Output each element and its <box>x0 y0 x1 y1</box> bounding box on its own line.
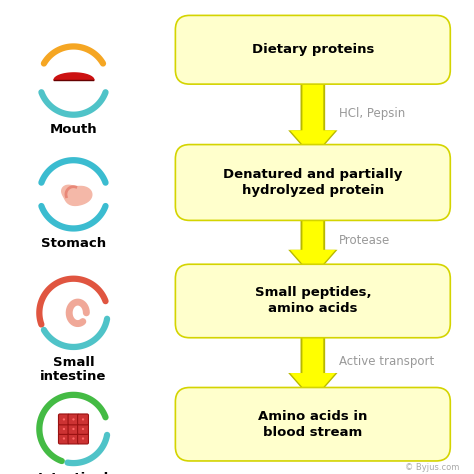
Text: Protease: Protease <box>339 234 390 247</box>
Polygon shape <box>290 71 336 156</box>
Polygon shape <box>290 206 336 276</box>
Polygon shape <box>290 326 336 399</box>
Text: HCl, Pepsin: HCl, Pepsin <box>339 107 405 120</box>
Polygon shape <box>288 326 337 401</box>
FancyBboxPatch shape <box>175 145 450 220</box>
FancyBboxPatch shape <box>68 414 79 425</box>
FancyBboxPatch shape <box>175 15 450 84</box>
FancyBboxPatch shape <box>68 424 79 434</box>
Text: Amino acids in
blood stream: Amino acids in blood stream <box>258 410 367 439</box>
Circle shape <box>82 428 84 430</box>
Circle shape <box>82 438 84 440</box>
Text: Small peptides,
amino acids: Small peptides, amino acids <box>255 286 371 316</box>
Circle shape <box>82 418 84 420</box>
Text: Small
intestine: Small intestine <box>40 356 107 383</box>
FancyBboxPatch shape <box>58 424 69 434</box>
Circle shape <box>63 418 65 420</box>
FancyBboxPatch shape <box>58 433 69 444</box>
Text: Denatured and partially
hydrolyzed protein: Denatured and partially hydrolyzed prote… <box>223 168 402 197</box>
Text: Active transport: Active transport <box>339 355 434 368</box>
Circle shape <box>73 428 74 430</box>
FancyBboxPatch shape <box>175 388 450 461</box>
FancyBboxPatch shape <box>175 264 450 338</box>
FancyBboxPatch shape <box>58 414 69 425</box>
Circle shape <box>73 438 74 440</box>
Text: Mouth: Mouth <box>50 123 97 136</box>
FancyBboxPatch shape <box>78 414 89 425</box>
Polygon shape <box>62 185 92 205</box>
Circle shape <box>63 438 65 440</box>
Circle shape <box>63 428 65 430</box>
Circle shape <box>73 418 74 420</box>
Text: Stomach: Stomach <box>41 237 106 250</box>
FancyBboxPatch shape <box>78 433 89 444</box>
FancyBboxPatch shape <box>78 424 89 434</box>
Text: Intestinal
lining: Intestinal lining <box>38 472 109 474</box>
Text: © Byjus.com: © Byjus.com <box>405 463 460 472</box>
Polygon shape <box>288 71 337 158</box>
Text: Dietary proteins: Dietary proteins <box>252 43 374 56</box>
Polygon shape <box>288 206 337 278</box>
FancyBboxPatch shape <box>68 433 79 444</box>
